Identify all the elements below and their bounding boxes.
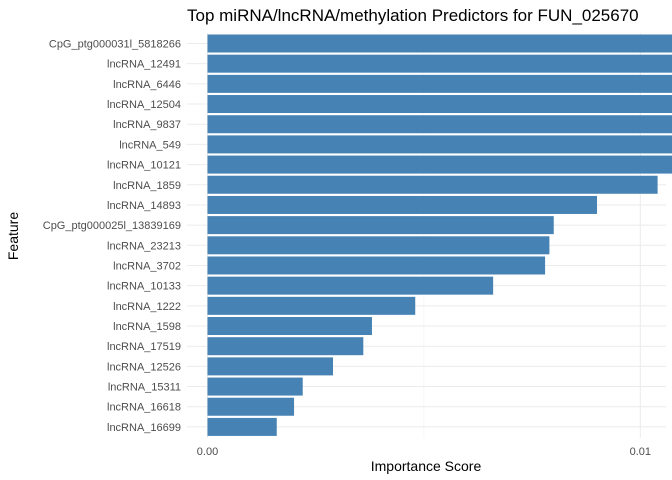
y-tick-label: lncRNA_10121 xyxy=(107,160,181,172)
bar xyxy=(207,195,598,214)
y-tick-label: CpG_ptg000031l_5818266 xyxy=(49,39,181,51)
bar xyxy=(207,256,546,275)
y-tick-label: lncRNA_23213 xyxy=(107,240,181,252)
bar xyxy=(207,397,295,416)
bars xyxy=(207,34,672,436)
bar xyxy=(207,135,672,154)
bar xyxy=(207,175,658,194)
bar xyxy=(207,337,364,356)
y-tick-label: lncRNA_3702 xyxy=(113,260,181,272)
grid xyxy=(187,33,666,438)
bar xyxy=(207,357,334,376)
y-tick-label: lncRNA_1859 xyxy=(113,180,181,192)
y-tick-label: lncRNA_1222 xyxy=(113,301,181,313)
bar xyxy=(207,317,372,336)
y-tick-label: lncRNA_15311 xyxy=(108,382,181,394)
y-tick-label: lncRNA_16618 xyxy=(107,402,181,414)
y-tick-label: lncRNA_6446 xyxy=(113,79,181,91)
y-tick-label: CpG_ptg000025l_13839169 xyxy=(43,220,181,232)
y-tick-label: lncRNA_12504 xyxy=(107,99,181,111)
y-tick-label: lncRNA_12526 xyxy=(107,361,181,373)
bar xyxy=(207,54,672,73)
y-tick-label: lncRNA_1598 xyxy=(113,321,181,333)
y-axis-title: Feature xyxy=(5,212,21,260)
x-tick-label: 0.00 xyxy=(197,446,218,458)
y-tick-labels: CpG_ptg000031l_5818266 lncRNA_12491 lncRNA… xyxy=(43,39,181,434)
x-tick-labels: 0.000.010.020.03 xyxy=(197,446,651,458)
y-tick-label: lncRNA_12491 xyxy=(107,59,181,71)
bar xyxy=(207,95,672,114)
chart-title: Top miRNA/lncRNA/methylation Predictors … xyxy=(187,6,639,25)
bar xyxy=(207,155,672,174)
y-tick-label: lncRNA_17519 xyxy=(107,341,181,353)
bar xyxy=(207,74,672,93)
x-axis-title: Importance Score xyxy=(371,458,482,474)
bar xyxy=(207,115,672,134)
bar xyxy=(207,296,416,315)
bar xyxy=(207,216,554,235)
bar xyxy=(207,377,303,396)
bar xyxy=(207,34,672,53)
y-tick-label: lncRNA_10133 xyxy=(107,281,181,293)
bar xyxy=(207,417,277,436)
bar xyxy=(207,236,550,255)
y-tick-label: lncRNA_9837 xyxy=(113,119,181,131)
y-tick-label: lncRNA_549 xyxy=(119,139,181,151)
x-tick-label: 0.01 xyxy=(630,446,651,458)
bar xyxy=(207,276,494,295)
y-tick-label: lncRNA_14893 xyxy=(107,200,181,212)
y-tick-label: lncRNA_16699 xyxy=(107,422,181,434)
